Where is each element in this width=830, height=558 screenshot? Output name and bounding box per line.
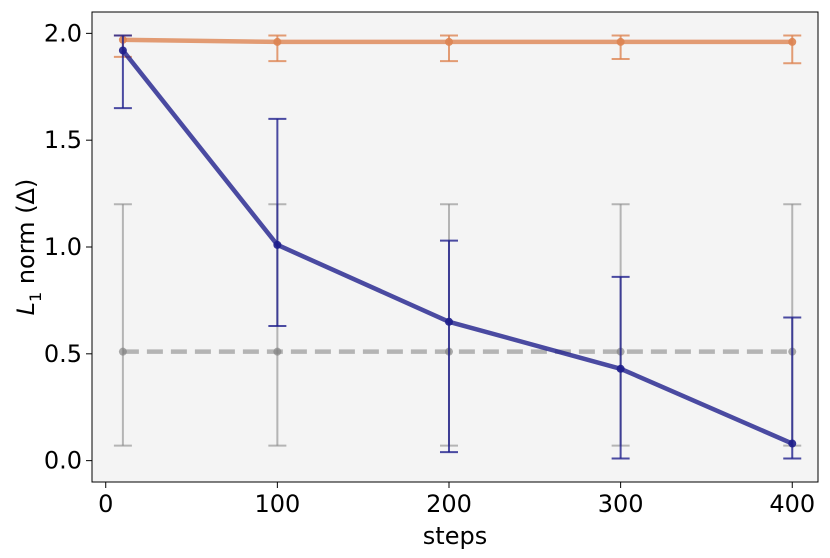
data-point <box>273 37 282 46</box>
y-tick-label: 1.5 <box>44 126 82 154</box>
y-tick-label: 2.0 <box>44 19 82 47</box>
plot-area <box>92 12 818 482</box>
data-point <box>273 240 282 249</box>
y-axis-label-subscript: 1 <box>26 292 45 302</box>
series-line <box>122 37 793 45</box>
axes: 0 100 200 300 400 0.0 0.5 1.0 1.5 2.0 <box>44 19 815 518</box>
x-tick-label: 300 <box>598 490 644 518</box>
data-point <box>118 347 127 356</box>
y-axis-label: L1 norm (Δ) <box>12 179 45 316</box>
y-tick-label: 1.0 <box>44 233 82 261</box>
x-tick-label: 0 <box>98 490 113 518</box>
data-point <box>788 37 797 46</box>
y-axis-label-main: L <box>12 302 40 315</box>
data-point <box>444 37 453 46</box>
chart-marks <box>113 34 802 460</box>
series-2 <box>113 34 802 460</box>
data-point <box>118 46 127 55</box>
data-point <box>616 37 625 46</box>
y-tick-label: 0.5 <box>44 340 82 368</box>
y-axis-label-rest: norm (Δ) <box>12 179 40 292</box>
y-tick-label: 0.0 <box>44 447 82 475</box>
data-point <box>788 439 797 448</box>
x-tick-label: 100 <box>254 490 300 518</box>
data-point <box>273 347 282 356</box>
data-point <box>616 364 625 373</box>
data-point <box>444 317 453 326</box>
x-tick-label: 200 <box>426 490 472 518</box>
x-axis-label: steps <box>423 522 487 550</box>
x-tick-label: 400 <box>769 490 815 518</box>
